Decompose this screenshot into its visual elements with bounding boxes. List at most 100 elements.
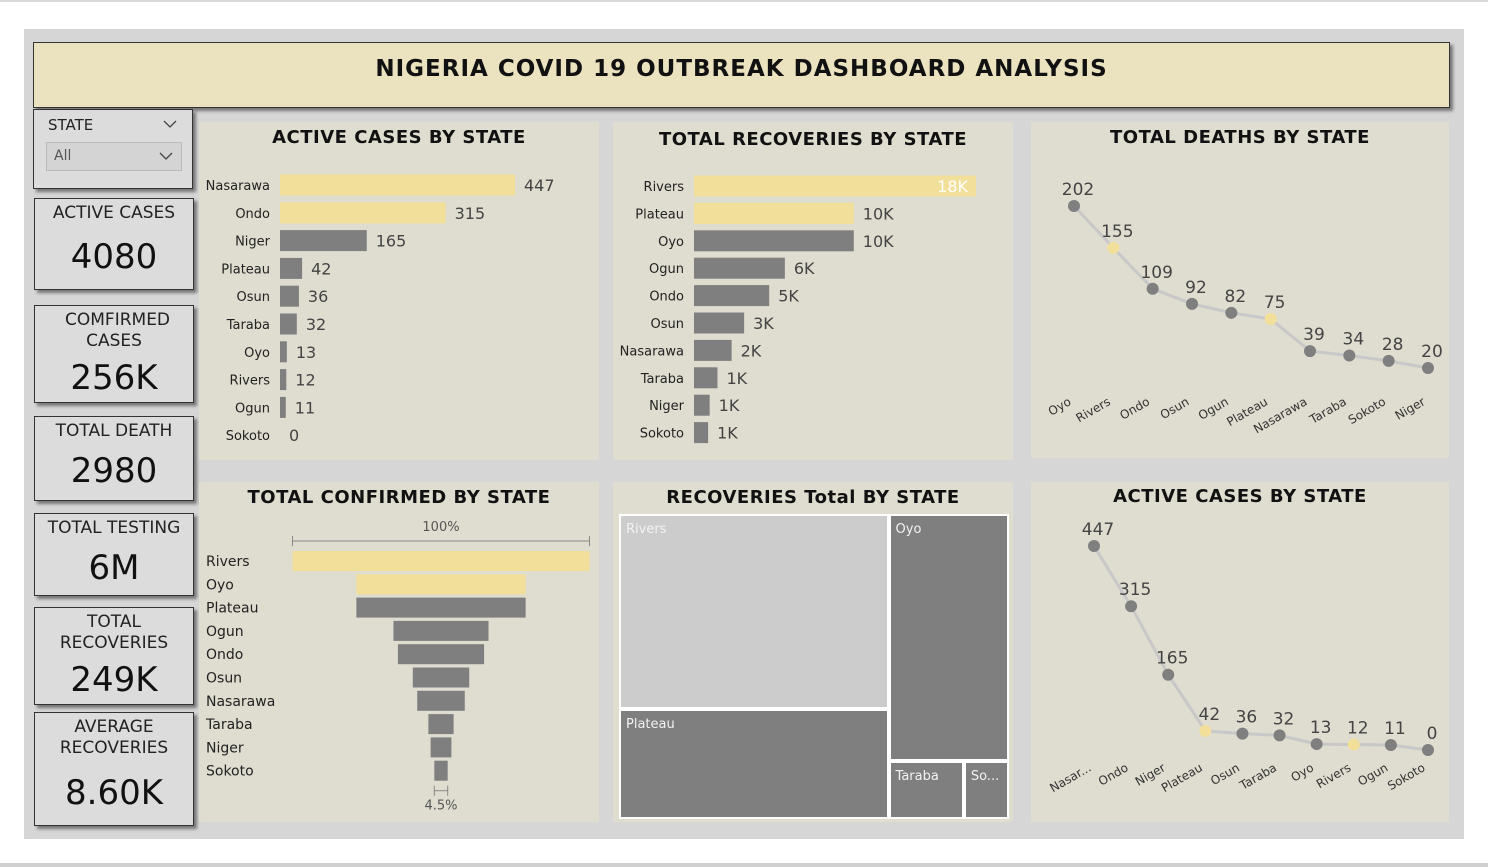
kpi-label: TOTAL DEATH — [55, 421, 173, 441]
category-label: Osun — [651, 317, 684, 332]
data-label: 82 — [1225, 287, 1247, 307]
category-label: Ondo — [235, 207, 270, 222]
chevron-down-icon[interactable] — [163, 119, 177, 129]
data-label: 315 — [455, 204, 486, 223]
data-point — [1186, 297, 1198, 310]
data-label: 3K — [753, 314, 774, 333]
category-label: Rivers — [206, 554, 250, 570]
bar — [694, 367, 718, 389]
treemap-tile: Plateau — [619, 708, 889, 819]
data-label: 12 — [295, 371, 315, 390]
bottom-label: 4.5% — [424, 799, 457, 814]
treemap-tile: Taraba — [888, 760, 964, 819]
data-label: 447 — [1082, 520, 1114, 540]
data-point — [1162, 668, 1175, 681]
kpi-label: TOTAL RECOVERIES — [59, 612, 169, 653]
data-label: 11 — [1384, 719, 1406, 739]
active-cases-bar-panel[interactable]: ACTIVE CASES BY STATE Nasarawa 447 Ondo 315… — [199, 122, 599, 460]
bar — [280, 230, 367, 252]
funnel-bar — [428, 714, 454, 735]
funnel-bar — [397, 644, 485, 665]
category-label: Ondo — [649, 290, 684, 305]
kpi-value: 2980 — [70, 451, 158, 491]
state-slicer-label: STATE — [48, 116, 94, 134]
funnel-bar — [292, 551, 590, 571]
kpi-label: TOTAL TESTING — [47, 518, 181, 538]
category-label: Rivers — [1314, 760, 1353, 791]
data-point — [1273, 729, 1286, 742]
category-label: Oyo — [658, 235, 684, 250]
data-point — [1310, 738, 1323, 751]
category-label: Oyo — [1288, 760, 1316, 784]
category-label: Niger — [1393, 394, 1428, 422]
bar — [694, 339, 732, 361]
data-label: 165 — [1156, 649, 1188, 669]
funnel-bar — [356, 597, 526, 618]
data-point — [1088, 540, 1100, 552]
data-label: 155 — [1101, 222, 1133, 242]
data-label: 11 — [295, 398, 315, 417]
treemap-tile: Oyo — [888, 514, 1009, 761]
data-label: 5K — [778, 287, 799, 306]
bar — [694, 257, 785, 279]
category-label: Ogun — [649, 262, 684, 277]
kpi-value: 249K — [70, 660, 158, 700]
kpi-value: 6M — [88, 548, 140, 588]
data-label: 12 — [1347, 719, 1369, 739]
treemap-tile-label: Oyo — [895, 522, 922, 537]
category-label: Ondo — [1096, 760, 1131, 788]
treemap-tile-label: So... — [970, 768, 1000, 784]
data-label: 0 — [1427, 724, 1438, 744]
category-label: Plateau — [206, 601, 258, 617]
series-line — [1092, 545, 1429, 752]
category-label: Plateau — [1159, 760, 1205, 795]
data-label: 75 — [1264, 293, 1286, 313]
recoveries-treemap-panel[interactable]: RECOVERIES Total BY STATE Rivers Oyo Plate… — [613, 482, 1013, 822]
category-label: Oyo — [1046, 394, 1074, 418]
series-line — [1072, 204, 1429, 370]
state-dropdown[interactable]: All — [46, 142, 182, 171]
top-label: 100% — [422, 520, 459, 535]
data-label: 1K — [727, 369, 748, 388]
category-label: Ogun — [235, 401, 270, 416]
chart-title: ACTIVE CASES BY STATE — [272, 127, 526, 148]
data-point — [1422, 744, 1434, 756]
data-label: 109 — [1140, 263, 1172, 283]
data-point — [1347, 738, 1360, 751]
kpi-active-cases: ACTIVE CASES 4080 — [34, 198, 194, 290]
data-point — [1225, 306, 1238, 319]
kpi-label: ACTIVE CASES — [52, 203, 176, 223]
funnel-bar — [412, 667, 470, 688]
category-label: Sokoto — [1346, 394, 1388, 427]
treemap-tile-label: Plateau — [626, 716, 675, 732]
data-label: 20 — [1421, 342, 1443, 362]
data-point — [1384, 738, 1397, 751]
treemap-tile-label: Taraba — [895, 768, 939, 784]
chart-title: TOTAL DEATHS BY STATE — [1110, 127, 1370, 148]
category-label: Ondo — [1117, 394, 1152, 422]
bar — [694, 394, 710, 416]
data-label: 36 — [308, 287, 328, 306]
category-label: Sokoto — [226, 429, 270, 444]
state-slicer[interactable]: STATE All — [33, 109, 193, 189]
category-label: Nasarawa — [206, 694, 275, 710]
active-cases-line-panel[interactable]: ACTIVE CASES BY STATE 447 Nasar... 315 Ondo… — [1031, 482, 1449, 822]
category-label: Osun — [237, 290, 270, 305]
bar — [280, 285, 299, 307]
dashboard-title: NIGERIA COVID 19 OUTBREAK DASHBOARD ANAL… — [375, 56, 1108, 82]
treemap-tile-label: Rivers — [626, 522, 667, 537]
data-label: 39 — [1303, 325, 1325, 345]
deaths-line-panel[interactable]: TOTAL DEATHS BY STATE 202 Oyo 155 Rivers 109… — [1031, 122, 1449, 458]
confirmed-funnel-panel[interactable]: TOTAL CONFIRMED BY STATE 100% Rivers Oyo Pl… — [199, 482, 599, 822]
data-point — [1343, 349, 1356, 362]
chevron-down-icon[interactable] — [159, 151, 173, 161]
category-label: Osun — [1208, 760, 1242, 788]
data-point — [1382, 354, 1395, 367]
kpi-value: 256K — [70, 358, 158, 398]
funnel-bar — [430, 737, 452, 758]
bar — [694, 422, 709, 444]
recoveries-bar-panel[interactable]: TOTAL RECOVERIES BY STATE Rivers 18K Plate… — [613, 122, 1013, 460]
data-label: 32 — [306, 315, 326, 334]
funnel-bar — [434, 760, 448, 781]
data-label: 6K — [794, 259, 815, 278]
